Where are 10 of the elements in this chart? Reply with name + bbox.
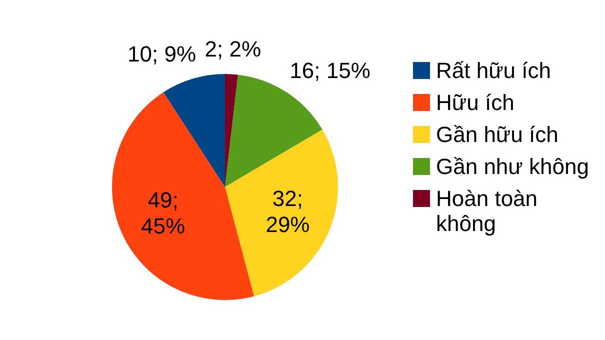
legend-label: Gần như không — [436, 154, 589, 179]
data-label: 10; 9% — [128, 42, 196, 67]
data-label: 16; 15% — [290, 58, 370, 84]
data-label: 49; 45% — [141, 188, 186, 239]
legend-label: Hữu ích — [436, 90, 514, 115]
legend-label: Rất hữu ích — [436, 58, 552, 83]
legend-label: Gần hữu ích — [436, 122, 558, 147]
data-label: 32; 29% — [266, 186, 310, 237]
data-label: 2; 2% — [204, 36, 262, 62]
legend-label: Hoàn toàn không — [436, 186, 539, 236]
